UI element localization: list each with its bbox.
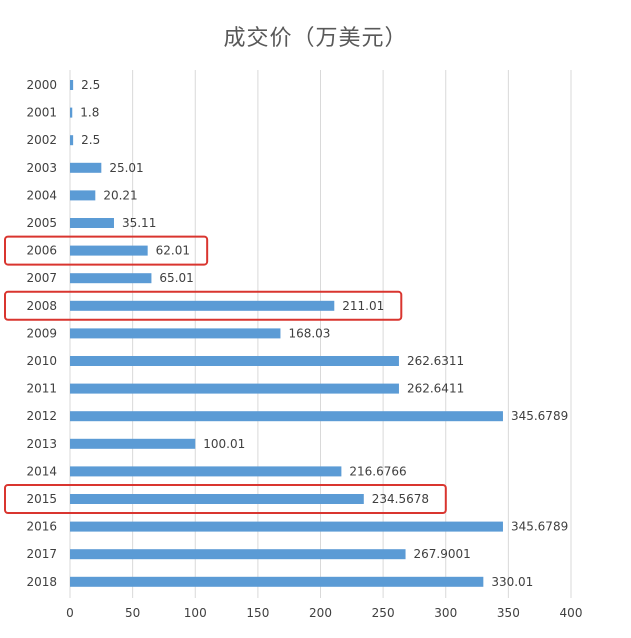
- category-label-2011: 2011: [26, 382, 57, 396]
- highlight-box-2008: [4, 290, 403, 321]
- bar-2010: [70, 356, 399, 366]
- data-label-2005: 35.11: [122, 216, 156, 230]
- category-label-2007: 2007: [26, 271, 57, 285]
- highlight-box-2006: [4, 235, 209, 266]
- label-layer: 0 50 100 150 200 250 300 350 400 2000 2.5 2001 1.8 20…: [26, 78, 582, 620]
- data-label-2010: 262.6311: [407, 354, 464, 368]
- data-label-2008: 211.01: [342, 299, 384, 313]
- category-label-2002: 2002: [26, 133, 57, 147]
- bar-2000: [70, 80, 74, 90]
- category-label-2004: 2004: [26, 188, 57, 202]
- bar-2008: [70, 300, 335, 311]
- bar-2011: [70, 383, 399, 394]
- bar-2003: [70, 162, 102, 173]
- bar-2009: [70, 328, 281, 339]
- data-label-2011: 262.6411: [407, 382, 464, 396]
- x-tick-label-150: 150: [246, 606, 269, 620]
- data-label-2002: 2.5: [81, 133, 100, 147]
- bar-2004: [70, 190, 96, 201]
- highlight-layer: [4, 235, 447, 514]
- bar-2012: [70, 411, 503, 422]
- x-tick-label-250: 250: [372, 606, 395, 620]
- data-label-2001: 1.8: [80, 106, 99, 120]
- category-label-2013: 2013: [26, 437, 57, 451]
- category-label-2000: 2000: [26, 78, 57, 92]
- data-label-2014: 216.6766: [349, 464, 406, 478]
- category-label-2001: 2001: [26, 106, 57, 120]
- category-label-2017: 2017: [26, 547, 57, 561]
- x-tick-label-100: 100: [184, 606, 207, 620]
- x-tick-label-300: 300: [434, 606, 457, 620]
- category-label-2003: 2003: [26, 161, 57, 175]
- category-label-2016: 2016: [26, 520, 57, 534]
- category-label-2014: 2014: [26, 464, 57, 478]
- data-label-2007: 65.01: [159, 271, 193, 285]
- x-tick-label-350: 350: [497, 606, 520, 620]
- data-label-2003: 25.01: [109, 161, 143, 175]
- bar-2007: [70, 273, 152, 284]
- data-label-2013: 100.01: [203, 437, 245, 451]
- bar-2002: [70, 135, 74, 146]
- bar-2006: [70, 245, 148, 256]
- category-label-2015: 2015: [26, 492, 57, 506]
- category-label-2008: 2008: [26, 299, 57, 313]
- category-label-2009: 2009: [26, 326, 57, 340]
- highlight-box-2015: [4, 484, 447, 514]
- bar-2015: [70, 494, 364, 504]
- chart-title: 成交价（万美元）: [223, 26, 408, 51]
- bar-layer: [70, 80, 503, 587]
- bar-2013: [70, 438, 196, 449]
- category-label-2012: 2012: [26, 409, 57, 423]
- x-tick-label-400: 400: [560, 606, 583, 620]
- bar-2014: [70, 466, 342, 477]
- x-tick-label-0: 0: [66, 606, 74, 620]
- data-label-2017: 267.9001: [414, 547, 471, 561]
- data-label-2006: 62.01: [156, 244, 190, 258]
- category-label-2010: 2010: [26, 354, 57, 368]
- bar-2005: [70, 218, 114, 228]
- category-label-2018: 2018: [26, 575, 57, 589]
- data-label-2016: 345.6789: [511, 520, 568, 534]
- bar-2016: [70, 521, 503, 532]
- category-label-2005: 2005: [26, 216, 57, 230]
- data-label-2004: 20.21: [103, 188, 137, 202]
- data-label-2000: 2.5: [81, 78, 100, 92]
- data-label-2009: 168.03: [288, 326, 330, 340]
- data-label-2018: 330.01: [491, 575, 533, 589]
- bar-2017: [70, 549, 406, 560]
- data-label-2015: 234.5678: [372, 492, 429, 506]
- x-tick-label-50: 50: [125, 606, 140, 620]
- data-label-2012: 345.6789: [511, 409, 568, 423]
- category-label-2006: 2006: [26, 244, 57, 258]
- bar-2018: [70, 576, 484, 587]
- x-tick-label-200: 200: [309, 606, 332, 620]
- bar-2001: [70, 107, 73, 118]
